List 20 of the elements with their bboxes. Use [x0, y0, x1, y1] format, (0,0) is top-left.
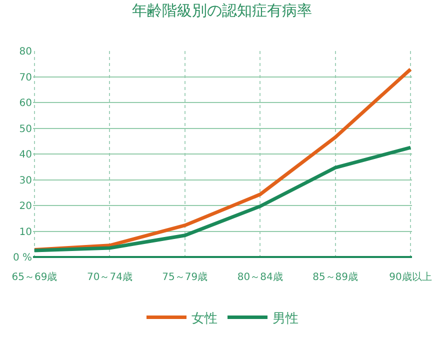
- x-tick-label: 80～84歳: [237, 271, 283, 283]
- x-tick-label: 65～69歳: [12, 271, 58, 283]
- legend-label: 女性: [192, 311, 218, 326]
- y-tick-label: 40: [19, 150, 32, 160]
- line-series: [33, 68, 412, 252]
- y-tick-label: 0 %: [12, 252, 32, 264]
- legend-label: 男性: [272, 311, 298, 326]
- line-series: [33, 146, 412, 252]
- chart-title: 年齢階級別の認知症有病率: [132, 2, 312, 20]
- x-tick-label: 70～74歳: [86, 271, 132, 283]
- y-tick-label: 70: [19, 72, 32, 84]
- y-tick-label: 50: [19, 124, 32, 135]
- x-tick-label: 75～79歳: [162, 271, 208, 283]
- y-tick-label: 80: [19, 46, 32, 58]
- y-tick-label: 20: [19, 201, 32, 212]
- y-tick-label: 60: [19, 98, 32, 109]
- x-tick-label: 85～89歳: [312, 271, 358, 283]
- y-tick-label: 30: [19, 175, 32, 186]
- x-tick-label: 90歳以上: [389, 271, 432, 283]
- y-tick-label: 10: [19, 226, 32, 238]
